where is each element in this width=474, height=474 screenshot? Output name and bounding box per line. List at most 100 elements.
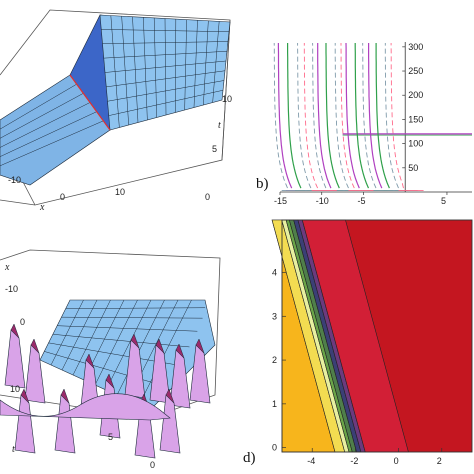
panel-d-x-tick-label: -4 [307,456,315,466]
panel-b-curve [277,43,293,189]
panel-a-t-label: t [218,120,221,131]
panel-c-mesh-line [61,316,203,319]
panel-d-y-tick-label: 2 [272,355,277,365]
panel-a-x-label: x [39,202,45,213]
panel-c-x-tick-2: 10 [10,384,20,394]
panel-d-x-tick-label: 2 [437,456,442,466]
panel-c-mesh-line [94,299,138,386]
panel-b: -15 -10 -5 5 50 100 150 200 250 300 b) [256,42,472,206]
panel-a-mesh-line [0,93,84,139]
panel-c-wave-top [165,388,175,404]
panel-b-curve [375,43,390,189]
panel-a-mesh-line [107,80,225,102]
panel-a-mesh-line [103,51,228,59]
panel-b-curve [317,43,332,189]
panel-b-curve [273,42,288,189]
panel-d-y-tick-label: 0 [272,443,277,453]
panel-c-mesh-line [50,299,84,366]
panel-b-curve [297,43,312,189]
panel-b-curve [312,42,327,189]
panel-c-x-tick-0: -10 [5,284,18,294]
panel-a-mesh-line [108,90,224,116]
panel-b-x-tick-label: 5 [441,196,446,206]
panel-a: -10 0 10 x 0 5 10 t [0,9,232,213]
panel-d-label: d) [243,450,256,466]
panel-a-mesh-line [104,60,227,73]
panel-b-curve [303,43,319,189]
panel-d-y-tick-label: 1 [272,399,277,409]
panel-d-x-tick-label: 0 [394,456,399,466]
panel-a-x-tick-1: 0 [60,192,65,202]
panel-c-mesh-line [52,334,190,348]
panel-b-curve [384,43,399,189]
panel-c-wave-top [85,353,95,369]
panel-a-x-tick-2: 10 [115,187,125,197]
panel-a-t-tick-0: 0 [205,192,210,202]
panel-a-mesh-line [0,120,104,167]
panel-b-y-tick-label: 150 [408,114,423,124]
panel-a-mesh-line [102,41,229,44]
panel-c-mesh-line [116,299,165,396]
panel-d-plot: -4 -2 0 2 0 1 2 3 4 [271,219,473,466]
panel-d-y-tick-label: 4 [272,268,277,278]
panel-b-x-tick-label: -10 [316,196,329,206]
panel-b-y-tick-label: 50 [408,163,418,173]
panel-a-red-edge [69,74,111,131]
panel-d: -4 -2 0 2 0 1 2 3 4 d) [243,219,473,466]
panel-c-t-tick-0: 0 [150,460,155,470]
panel-c-t-tick-1: 5 [108,432,113,442]
panel-c-wave-top [20,388,30,404]
panel-b-curve [287,43,302,189]
panel-b-y-tick-label: 250 [408,66,423,76]
panel-a-t-tick-2: 10 [222,94,232,104]
panel-c-wave-peak [14,394,36,454]
panel-c-wave-peak [24,344,46,404]
panel-c-wave-top [155,338,165,354]
panel-a-x-tick-0: -10 [8,175,21,185]
panel-b-curve [340,43,355,189]
panel-b-curve [368,43,383,189]
panel-b-plot: -15 -10 -5 5 50 100 150 200 250 300 [273,42,472,206]
panel-d-y-tick-label: 3 [272,311,277,321]
panel-d-frame [281,219,473,453]
panel-c-wave-top [10,323,20,339]
panel-c-mesh-line [105,299,152,391]
panel-c-mesh-line [57,325,198,332]
panel-c-wave-top [105,373,115,389]
panel-c: -10 0 10 x 0 5 t [0,249,221,470]
panel-a-t-tick-1: 5 [212,144,217,154]
panel-b-curve [334,43,349,189]
panel-b-curve [345,42,360,189]
panel-c-wave-top [60,388,70,404]
panel-b-y-tick-label: 100 [408,139,423,149]
panel-b-x-tick-label: -5 [357,196,365,206]
panel-c-wave-peak [4,329,26,389]
panel-a-mesh-line [0,83,77,130]
panel-c-wave-top [195,338,205,354]
panel-a-mesh-line [0,102,91,148]
panel-c-wave-base [0,393,171,421]
panel-b-curve [354,43,370,189]
panel-b-y-tick-label: 200 [408,90,423,100]
panel-c-waves [0,323,211,459]
panel-a-mesh-line [101,29,230,32]
panel-b-label: b) [256,176,269,192]
panel-a-surface-low [0,74,111,186]
panel-b-curve [390,43,404,189]
panel-c-x-label: x [4,262,10,273]
panel-c-wave-top [30,338,40,354]
panel-b-y-tick-label: 300 [408,42,423,52]
panel-c-wave-top [175,343,185,359]
panel-a-mesh-line [106,70,226,88]
panel-b-curve [362,43,377,189]
panel-b-x-tick-label: -15 [274,196,287,206]
panel-a-mesh [0,15,230,167]
panel-b-curve [325,43,340,189]
panel-c-wave-top [130,333,140,349]
panel-a-box [0,9,231,206]
panel-c-t-label: t [12,444,15,455]
panel-c-mesh-line [65,307,206,309]
panel-d-x-tick-label: -2 [350,456,358,466]
panel-c-mesh-line [44,351,166,387]
